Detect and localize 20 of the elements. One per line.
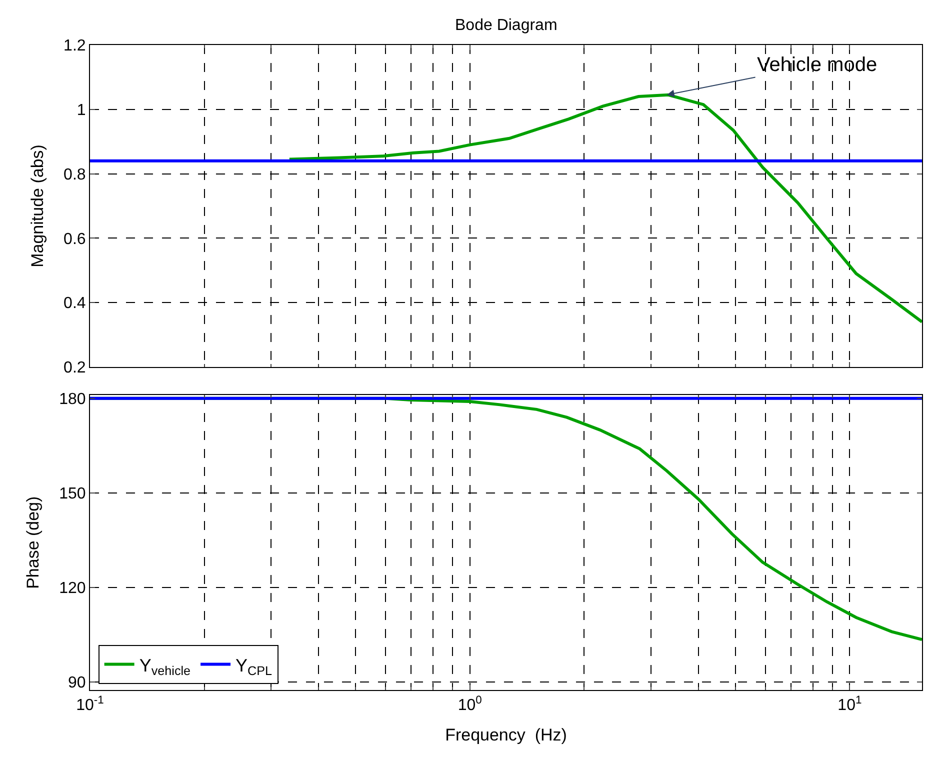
y-tick-label: 150 [59,486,86,503]
y-axis-title: Magnitude (abs) [28,144,48,268]
y-tick-label: 0.6 [64,230,86,248]
x-axis-title: Frequency (Hz) [445,726,567,745]
x-tick-label: 10$^{-1}$ [76,694,104,714]
y-tick-label: 180 [59,390,86,408]
chart-title: Bode Diagram [455,17,558,34]
legend-label: Y$_{vehicle}$ [139,655,191,678]
y-tick-label: 0.2 [64,360,86,377]
x-tick-label: 10$^{1}$ [838,694,862,714]
annotation: Vehicle mode [757,54,878,76]
y-tick-label: 0.8 [64,166,86,184]
y-tick-label: 90 [68,674,86,692]
y-axis-title: Phase (deg) [24,496,43,589]
y-tick-label: 120 [59,580,86,598]
y-tick-label: 1.2 [64,38,86,55]
y-tick-label: 0.4 [64,295,86,312]
y-tick-label: 1 [76,102,86,119]
x-tick-label: 10$^{0}$ [458,694,482,714]
legend-label: Y$_{CPL}$ [236,655,272,678]
